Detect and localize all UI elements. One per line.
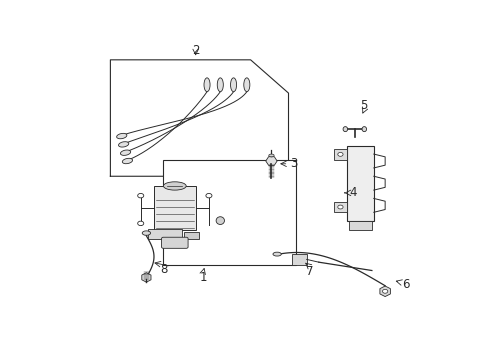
Bar bbox=[346, 146, 373, 221]
Ellipse shape bbox=[216, 217, 224, 225]
Text: 4: 4 bbox=[348, 186, 356, 199]
Bar bbox=[184, 232, 199, 239]
Bar bbox=[292, 255, 306, 265]
Bar bbox=[333, 149, 346, 159]
Ellipse shape bbox=[244, 78, 249, 92]
Text: 5: 5 bbox=[360, 99, 367, 112]
Ellipse shape bbox=[268, 154, 274, 157]
Ellipse shape bbox=[361, 127, 366, 132]
Polygon shape bbox=[265, 157, 277, 165]
Text: 3: 3 bbox=[290, 157, 297, 170]
Ellipse shape bbox=[217, 78, 223, 92]
Bar bbox=[154, 186, 195, 230]
Ellipse shape bbox=[203, 78, 210, 92]
Text: 2: 2 bbox=[191, 44, 199, 57]
Circle shape bbox=[337, 152, 343, 156]
Ellipse shape bbox=[230, 78, 236, 92]
Text: 6: 6 bbox=[402, 278, 409, 291]
Text: 7: 7 bbox=[305, 265, 312, 278]
Ellipse shape bbox=[343, 127, 347, 132]
Polygon shape bbox=[379, 286, 389, 297]
Circle shape bbox=[382, 289, 387, 293]
Bar bbox=[163, 159, 296, 265]
Ellipse shape bbox=[122, 158, 132, 164]
Text: 1: 1 bbox=[199, 271, 206, 284]
FancyBboxPatch shape bbox=[161, 237, 188, 248]
Circle shape bbox=[337, 205, 343, 209]
Circle shape bbox=[138, 193, 143, 198]
Bar bbox=[348, 221, 371, 230]
Ellipse shape bbox=[118, 142, 128, 147]
Bar bbox=[148, 229, 182, 239]
Ellipse shape bbox=[120, 150, 130, 156]
Text: 8: 8 bbox=[160, 262, 167, 276]
Bar bbox=[333, 202, 346, 212]
Ellipse shape bbox=[142, 231, 150, 235]
Ellipse shape bbox=[272, 252, 281, 256]
Ellipse shape bbox=[163, 182, 186, 190]
Polygon shape bbox=[142, 273, 151, 282]
Circle shape bbox=[205, 193, 211, 198]
Ellipse shape bbox=[117, 133, 126, 139]
Circle shape bbox=[138, 221, 143, 226]
